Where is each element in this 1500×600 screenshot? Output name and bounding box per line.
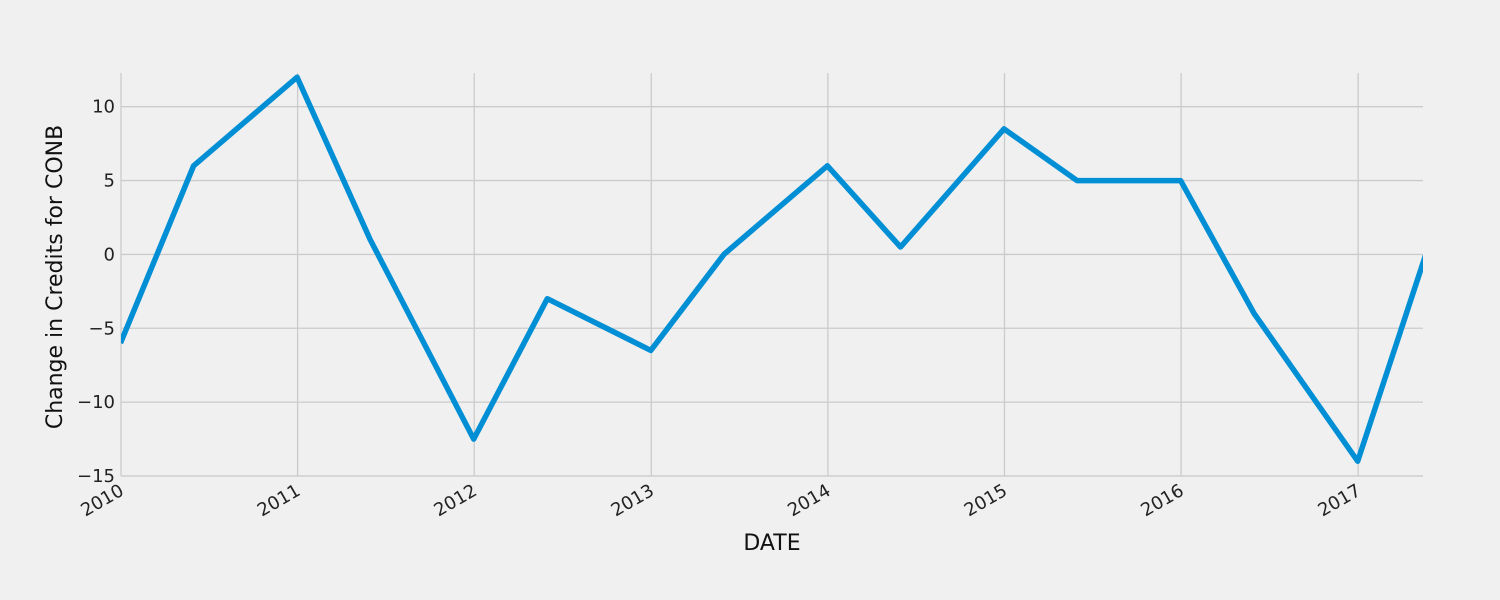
y-gridlines [121,106,1423,477]
y-tick-label: −15 [77,466,115,487]
y-tick-labels: −15 −10 −5 0 5 10 [77,97,115,487]
y-axis-title: Change in Credits for CONB [43,125,68,429]
x-tick-label: 2016 [1137,480,1187,521]
x-tick-labels: 2010 2011 2012 2013 2014 2015 2016 2017 [77,480,1364,521]
x-tick-label: 2013 [608,480,658,521]
x-tick-label: 2012 [431,480,481,521]
y-tick-label: 10 [92,97,115,118]
x-gridlines [120,73,1359,476]
y-tick-label: 5 [104,171,115,192]
x-tick-label: 2011 [254,480,304,521]
y-tick-label: −10 [77,392,115,413]
x-axis-title: DATE [743,531,800,556]
y-tick-label: −5 [88,318,115,339]
x-tick-label: 2014 [784,480,834,521]
x-tick-label: 2017 [1314,480,1364,521]
x-tick-label: 2015 [961,480,1011,521]
series-line [121,74,1423,464]
y-tick-label: 0 [104,244,115,265]
series-layer [121,74,1423,464]
